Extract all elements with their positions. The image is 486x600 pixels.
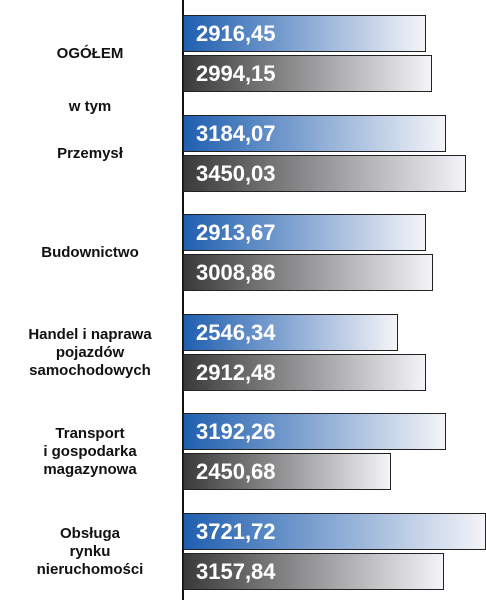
axis-line [182,0,184,600]
value-label: 3157,84 [196,558,276,584]
value-label: 2546,34 [196,319,276,345]
value-label: 2916,45 [196,21,276,46]
bar [183,114,446,152]
value-label: 3192,26 [196,419,276,444]
bar [183,15,426,52]
value-label: 2450,68 [196,459,276,484]
bar [183,353,426,391]
bar [183,214,426,251]
bar [183,413,447,450]
bar [183,154,466,192]
value-label: 2913,67 [196,220,276,245]
category-label: Przemysł [57,144,123,162]
value-label: 3450,03 [196,160,276,186]
bar [183,254,433,291]
category-label: Handel i naprawa pojazdów samochodowych [28,325,152,379]
bar [183,453,392,490]
value-label: 2912,48 [196,359,276,385]
value-label: 3008,86 [196,260,276,285]
category-label: Budownictwo [41,244,139,261]
bar [183,55,432,92]
value-label: 3721,72 [196,518,276,544]
category-label: Obsługa rynku nieruchomości [36,524,144,578]
category-label: OGÓŁEM [56,45,124,62]
value-label: 3184,07 [196,120,276,146]
bar [183,512,486,550]
value-label: 2994,15 [196,61,276,86]
annotation: w tym [68,98,112,115]
category-label: Transport i gospodarka magazynowa [43,425,137,478]
bar [183,313,399,351]
bar [183,552,444,590]
